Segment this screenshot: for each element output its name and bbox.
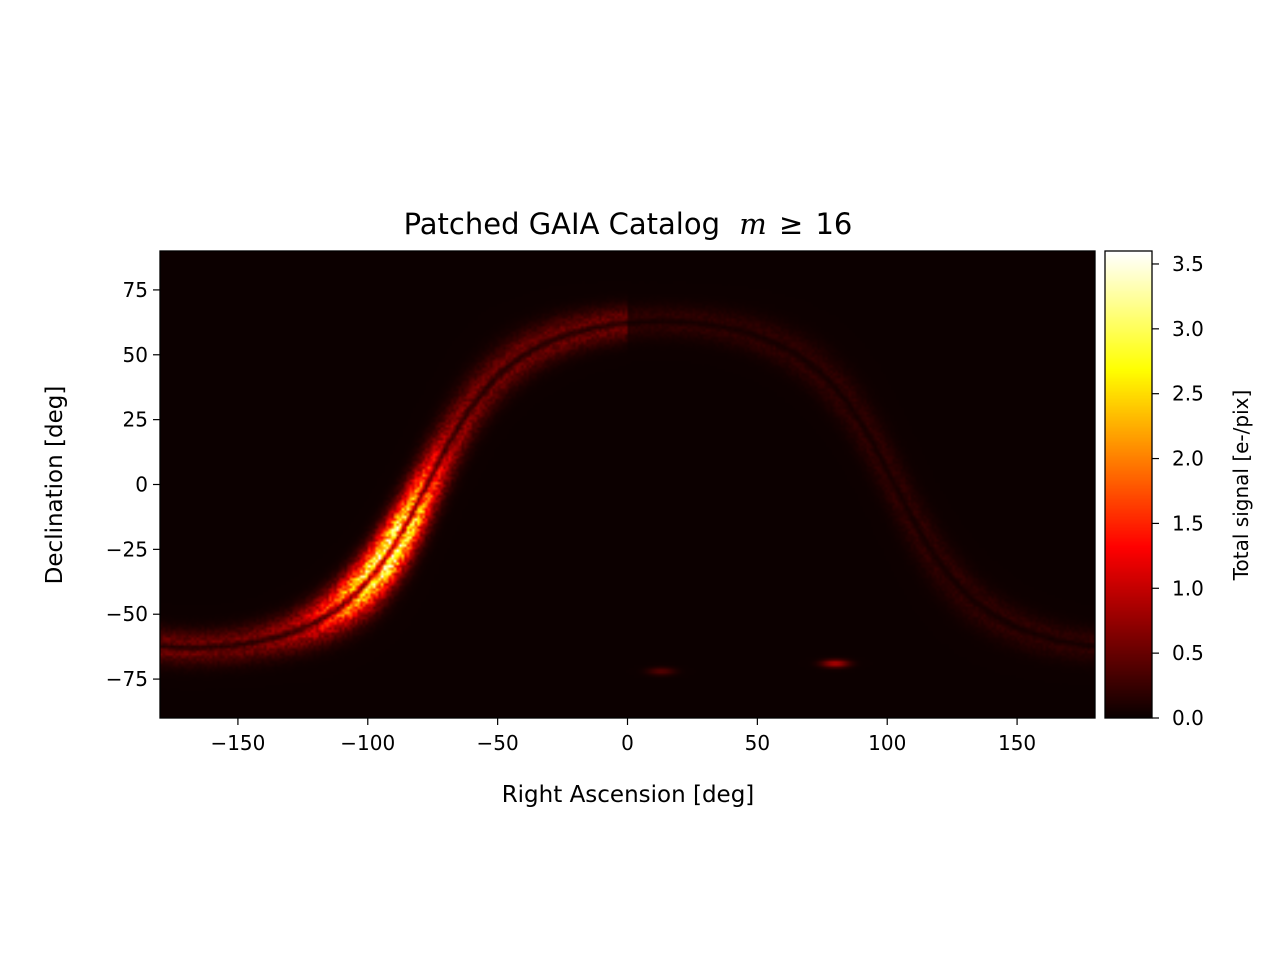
colorbar-label: Total signal [e-/pix] [1229, 390, 1253, 582]
x-tick-label: −50 [477, 731, 519, 755]
x-tick-label: 0 [621, 731, 634, 755]
y-tick-label: −25 [106, 537, 148, 561]
heatmap-image [160, 251, 1095, 718]
y-tick-label: 75 [123, 278, 148, 302]
colorbar-tick-label: 3.5 [1172, 252, 1204, 276]
colorbar-tick-label: 2.0 [1172, 447, 1204, 471]
y-tick-label: −75 [106, 667, 148, 691]
colorbar-tick-label: 1.5 [1172, 511, 1204, 535]
colorbar-tick-label: 0.5 [1172, 641, 1204, 665]
y-tick-label: −50 [106, 602, 148, 626]
x-tick-label: −150 [210, 731, 265, 755]
colorbar-axis: 0.0 0.5 1.0 1.5 2.0 2.5 3.0 3.5 [1152, 252, 1204, 730]
x-tick-label: 100 [868, 731, 906, 755]
y-axis-label: Declination [deg] [42, 386, 68, 585]
title-math-var: m [739, 207, 767, 241]
colorbar-tick-label: 1.0 [1172, 576, 1204, 600]
colorbar-gradient [1105, 251, 1152, 718]
colorbar-tick-label: 0.0 [1172, 706, 1204, 730]
x-tick-label: 150 [998, 731, 1036, 755]
x-axis-label: Right Ascension [deg] [502, 782, 755, 808]
colorbar-tick-label: 2.5 [1172, 382, 1204, 406]
title-math-num: 16 [815, 207, 852, 241]
y-axis: 75 50 25 0 −25 −50 −75 [106, 278, 160, 691]
y-tick-label: 50 [123, 343, 148, 367]
title-math-rel: ≥ [779, 207, 803, 241]
y-tick-label: 25 [123, 408, 148, 432]
colorbar-frame [1104, 250, 1153, 719]
chart-title: Patched GAIA Catalog m ≥ 16 [404, 207, 853, 241]
colorbar-tick-label: 3.0 [1172, 317, 1204, 341]
y-tick-label: 0 [135, 473, 148, 497]
x-axis: −150 −100 −50 0 50 100 150 [210, 718, 1036, 755]
title-text: Patched GAIA Catalog [404, 207, 720, 241]
x-tick-label: −100 [340, 731, 395, 755]
x-tick-label: 50 [745, 731, 770, 755]
